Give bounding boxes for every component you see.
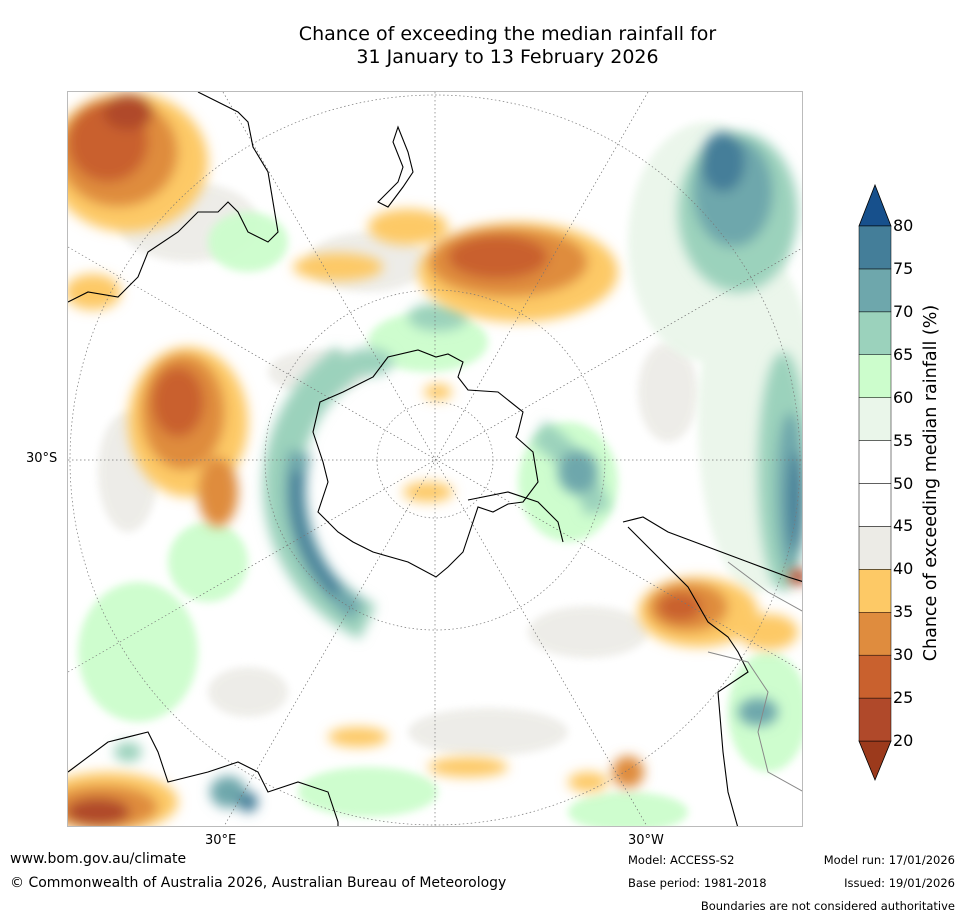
colorbar-bin xyxy=(858,311,892,355)
colorbar-bin xyxy=(858,483,892,527)
australia-coast xyxy=(68,92,279,303)
colorbar-bin xyxy=(858,440,892,484)
colorbar-tick-label: 45 xyxy=(893,516,914,536)
colorbar-bin xyxy=(858,354,892,398)
colorbar-title: Chance of exceeding median rainfall (%) xyxy=(921,304,941,662)
base-period: Base period: 1981-2018 xyxy=(628,876,767,890)
colorbar-bin xyxy=(858,268,892,313)
colorbar-bin xyxy=(858,526,892,570)
map-title-line1: Chance of exceeding the median rainfall … xyxy=(298,23,717,45)
colorbar-tick-label: 65 xyxy=(893,344,914,364)
website-url: www.bom.gov.au/climate xyxy=(10,851,187,867)
colorbar-graphic xyxy=(858,183,892,782)
model-run-date: Model run: 17/01/2026 xyxy=(823,853,955,867)
colorbar-bin xyxy=(858,612,892,656)
antarctic-peninsula xyxy=(467,491,564,543)
colorbar xyxy=(855,183,895,783)
colorbar-tick-label: 50 xyxy=(893,473,914,493)
colorbar-bin xyxy=(858,225,892,270)
colorbar-tick-label: 55 xyxy=(893,430,914,450)
borders xyxy=(707,561,802,792)
boundaries-disclaimer: Boundaries are not considered authoritat… xyxy=(700,899,955,913)
colorbar-bin xyxy=(858,569,892,613)
colorbar-tick-label: 35 xyxy=(893,602,914,622)
colorbar-bin xyxy=(858,397,892,441)
colorbar-tick-label: 75 xyxy=(893,258,914,278)
colorbar-tick-label: 60 xyxy=(893,387,914,407)
latitude-label-30s: 30°S xyxy=(26,451,58,466)
colorbar-tick-label: 40 xyxy=(893,559,914,579)
map-canvas xyxy=(68,92,802,826)
colorbar-tick-label: 20 xyxy=(893,731,914,750)
map-title-line2: 31 January to 13 February 2026 xyxy=(356,46,659,68)
southern-ocean-wet-ring xyxy=(262,303,611,640)
wet-signal-east xyxy=(114,132,802,812)
model-name: Model: ACCESS-S2 xyxy=(628,853,735,867)
colorbar-bin xyxy=(858,654,892,699)
colorbar-tick-label: 80 xyxy=(893,216,914,235)
colorbar-extend-high xyxy=(858,183,892,227)
colorbar-tick-label: 30 xyxy=(893,645,914,665)
probability-map xyxy=(67,91,803,827)
antarctica-coast xyxy=(312,349,539,578)
colorbar-bin xyxy=(858,697,892,742)
longitude-label-30e: 30°E xyxy=(205,833,237,848)
south-america-coast-north xyxy=(622,516,802,582)
longitude-label-30w: 30°W xyxy=(628,833,664,848)
south-america-coast-south xyxy=(627,526,749,826)
copyright-notice: © Commonwealth of Australia 2026, Austra… xyxy=(10,875,507,891)
coastlines xyxy=(68,92,802,826)
colorbar-tick-label: 70 xyxy=(893,301,914,321)
new-zealand-coast xyxy=(377,125,414,208)
colorbar-tick-label: 25 xyxy=(893,688,914,708)
dry-signal-areas xyxy=(68,92,802,826)
issued-date: Issued: 19/01/2026 xyxy=(844,876,955,890)
graticule xyxy=(68,92,802,826)
africa-coast xyxy=(68,731,339,826)
colorbar-extend-low xyxy=(858,740,892,782)
